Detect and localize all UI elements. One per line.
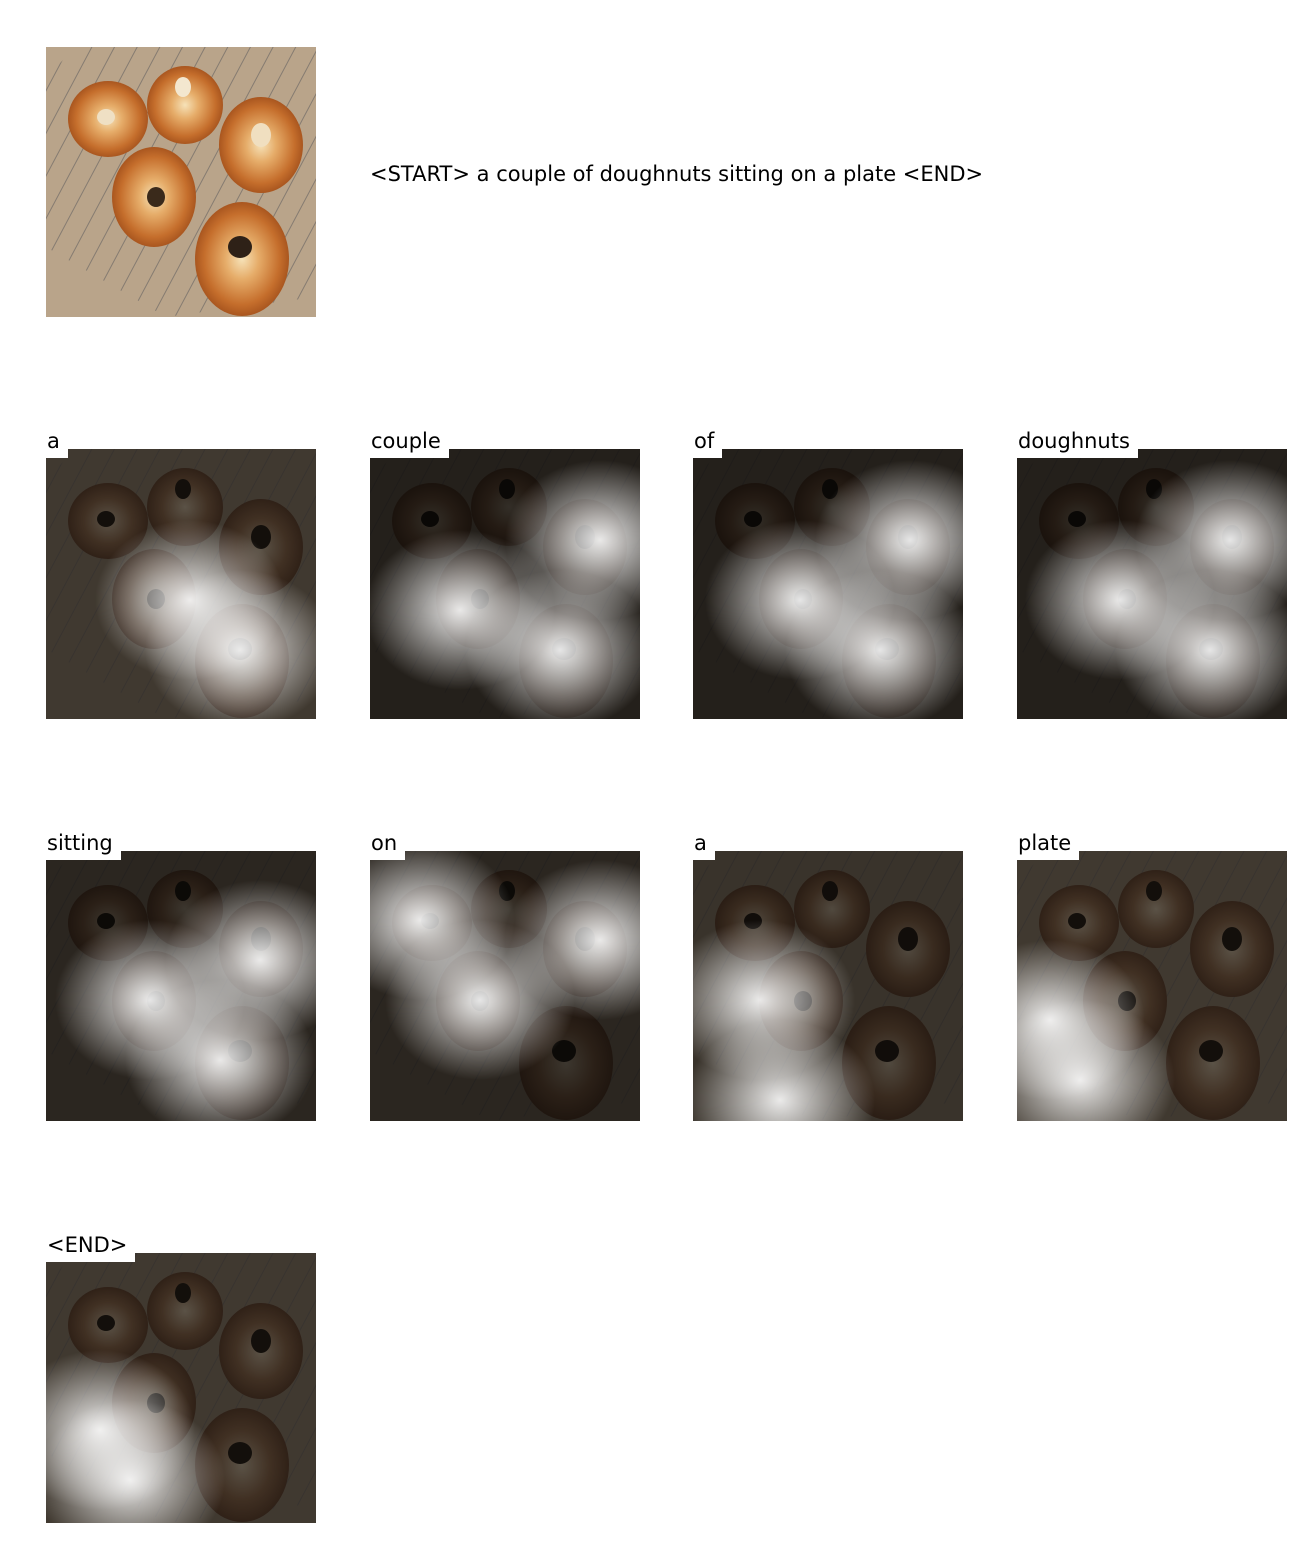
- attention-hotspot: [385, 920, 575, 1080]
- attention-hotspot: [1115, 570, 1287, 719]
- attention-map: [46, 449, 316, 719]
- attention-map: [1017, 449, 1287, 719]
- attention-word-label: plate: [1017, 831, 1080, 860]
- attention-map: [693, 449, 963, 719]
- attention-map: [1017, 851, 1287, 1121]
- attention-word-label: doughnuts: [1017, 429, 1138, 458]
- generated-caption: <START> a couple of doughnuts sitting on…: [370, 162, 984, 186]
- attention-word-label: of: [693, 429, 723, 458]
- attention-word-label: a: [46, 429, 68, 458]
- attention-word-label: on: [370, 831, 406, 860]
- attention-map: [46, 1253, 316, 1523]
- attention-word-label: couple: [370, 429, 449, 458]
- attention-hotspot: [465, 570, 640, 719]
- attention-map: [370, 449, 640, 719]
- attention-hotspot: [693, 920, 855, 1080]
- attention-word-label: sitting: [46, 831, 121, 860]
- attention-hotspot: [46, 1350, 195, 1510]
- attention-hotspot: [125, 980, 315, 1121]
- attention-hotspot: [785, 570, 963, 719]
- attention-word-label: a: [693, 831, 715, 860]
- original-image: [46, 47, 316, 317]
- attention-hotspot: [95, 520, 285, 680]
- attention-word-label: <END>: [46, 1233, 136, 1262]
- attention-hotspot: [1017, 940, 1145, 1100]
- attention-map: [46, 851, 316, 1121]
- attention-map: [693, 851, 963, 1121]
- attention-map: [370, 851, 640, 1121]
